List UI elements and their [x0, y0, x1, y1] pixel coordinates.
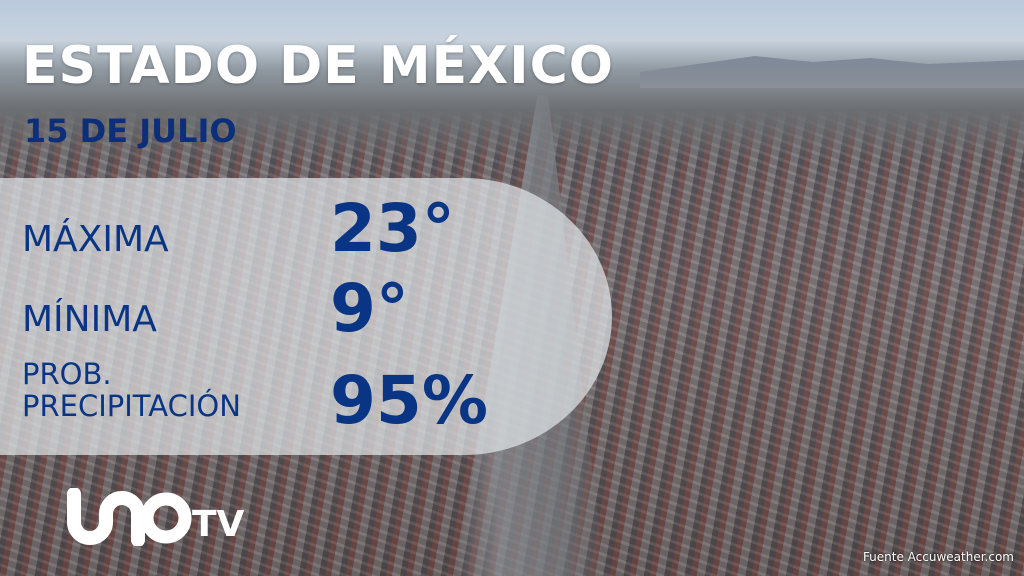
forecast-panel: [0, 178, 612, 455]
background-mountains: [640, 56, 1024, 88]
precip-label-line2: PRECIPITACIÓN: [22, 389, 241, 423]
max-value: 23°: [330, 190, 455, 267]
precip-label: PROB. PRECIPITACIÓN: [22, 358, 241, 422]
forecast-date: 15 DE JULIO: [24, 112, 237, 150]
min-value: 9°: [330, 270, 409, 347]
source-credit: Fuente Accuweather.com: [862, 550, 1014, 564]
min-label: MÍNIMA: [22, 299, 157, 340]
precip-label-line1: PROB.: [22, 357, 112, 391]
precip-value: 95%: [330, 362, 488, 439]
svg-text:TV: TV: [192, 504, 244, 545]
unotv-logo: TV: [67, 488, 244, 546]
max-label: MÁXIMA: [22, 219, 169, 260]
region-title: ESTADO DE MÉXICO: [22, 36, 614, 96]
